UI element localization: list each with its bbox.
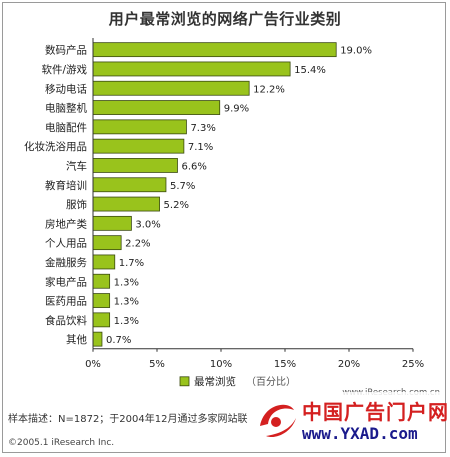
value-label: 12.2% bbox=[253, 84, 285, 95]
category-label: 软件/游戏 bbox=[41, 63, 87, 76]
category-label: 金融服务 bbox=[45, 256, 87, 269]
x-tick-label: 20% bbox=[338, 359, 360, 370]
x-tick-label: 5% bbox=[149, 359, 165, 370]
x-tick-label: 15% bbox=[274, 359, 296, 370]
category-label: 电脑配件 bbox=[45, 121, 87, 134]
value-label: 15.4% bbox=[294, 65, 326, 76]
chart-title: 用户最常浏览的网络广告行业类别 bbox=[108, 10, 342, 28]
bar bbox=[92, 100, 221, 115]
watermark: 中国广告门户网 www.YXAD.com bbox=[252, 392, 448, 448]
value-label: 1.3% bbox=[114, 297, 139, 308]
bar bbox=[92, 273, 111, 289]
bar bbox=[92, 312, 111, 328]
category-label: 教育培训 bbox=[45, 179, 87, 192]
bar bbox=[92, 254, 116, 270]
value-label: 7.3% bbox=[190, 123, 215, 134]
value-label: 9.9% bbox=[224, 104, 249, 115]
value-label: 1.3% bbox=[114, 277, 139, 288]
category-label: 化妆洗浴用品 bbox=[24, 140, 87, 153]
value-label: 6.6% bbox=[181, 161, 206, 172]
category-label: 服饰 bbox=[66, 198, 87, 211]
bar bbox=[92, 235, 122, 251]
category-label: 汽车 bbox=[66, 159, 87, 172]
category-label: 其他 bbox=[66, 333, 87, 346]
legend-swatch bbox=[179, 376, 190, 387]
bar bbox=[92, 42, 337, 58]
sample-description: 样本描述：N=1872；于2004年12月通过多家网站联 bbox=[8, 414, 248, 425]
bar bbox=[92, 331, 103, 347]
value-label: 5.7% bbox=[170, 181, 195, 192]
bar bbox=[92, 119, 187, 135]
value-label: 5.2% bbox=[164, 200, 189, 211]
category-label: 房地产类 bbox=[45, 217, 87, 230]
bar bbox=[92, 177, 167, 193]
bars-layer: 19.0% 15.4% 12.2% 9.9% 7.3% 7.1% 6.6% 5.7% 5.2% 3… bbox=[92, 42, 372, 347]
axis-layer: 数码产品软件/游戏移动电话电脑整机电脑配件化妆洗浴用品汽车教育培训服饰房地产类个… bbox=[24, 38, 440, 398]
category-label: 数码产品 bbox=[45, 44, 87, 57]
bar bbox=[92, 215, 132, 231]
chart-frame bbox=[2, 2, 446, 453]
category-label: 食品饮料 bbox=[45, 314, 87, 327]
bar bbox=[92, 196, 160, 212]
watermark-logo-icon bbox=[260, 404, 296, 438]
bar bbox=[92, 80, 250, 96]
category-label: 电脑整机 bbox=[45, 102, 87, 115]
value-label: 7.1% bbox=[188, 142, 213, 153]
category-label: 移动电话 bbox=[45, 82, 87, 95]
value-label: 2.2% bbox=[125, 239, 150, 250]
x-tick-label: 10% bbox=[210, 359, 232, 370]
legend-label: 最常浏览 bbox=[194, 375, 236, 388]
watermark-cn-text: 中国广告门户网 bbox=[302, 400, 449, 424]
value-label: 19.0% bbox=[340, 46, 372, 57]
value-label: 0.7% bbox=[106, 335, 131, 346]
x-tick-label: 25% bbox=[402, 359, 424, 370]
watermark-url: www.YXAD.com bbox=[302, 424, 418, 443]
bar bbox=[92, 293, 111, 308]
bar bbox=[92, 61, 291, 77]
category-label: 家电产品 bbox=[45, 275, 87, 288]
category-label: 医药用品 bbox=[45, 296, 87, 308]
value-label: 1.3% bbox=[114, 316, 139, 327]
category-label: 个人用品 bbox=[45, 238, 87, 250]
bar bbox=[92, 158, 178, 173]
bar bbox=[92, 138, 185, 154]
legend: 最常浏览 （百分比） bbox=[179, 375, 296, 388]
x-tick-label: 0% bbox=[85, 359, 101, 370]
value-label: 1.7% bbox=[119, 258, 144, 269]
value-label: 3.0% bbox=[135, 219, 160, 230]
copyright-text: ©2005.1 iResearch Inc. bbox=[8, 438, 115, 448]
legend-note: （百分比） bbox=[246, 376, 296, 388]
